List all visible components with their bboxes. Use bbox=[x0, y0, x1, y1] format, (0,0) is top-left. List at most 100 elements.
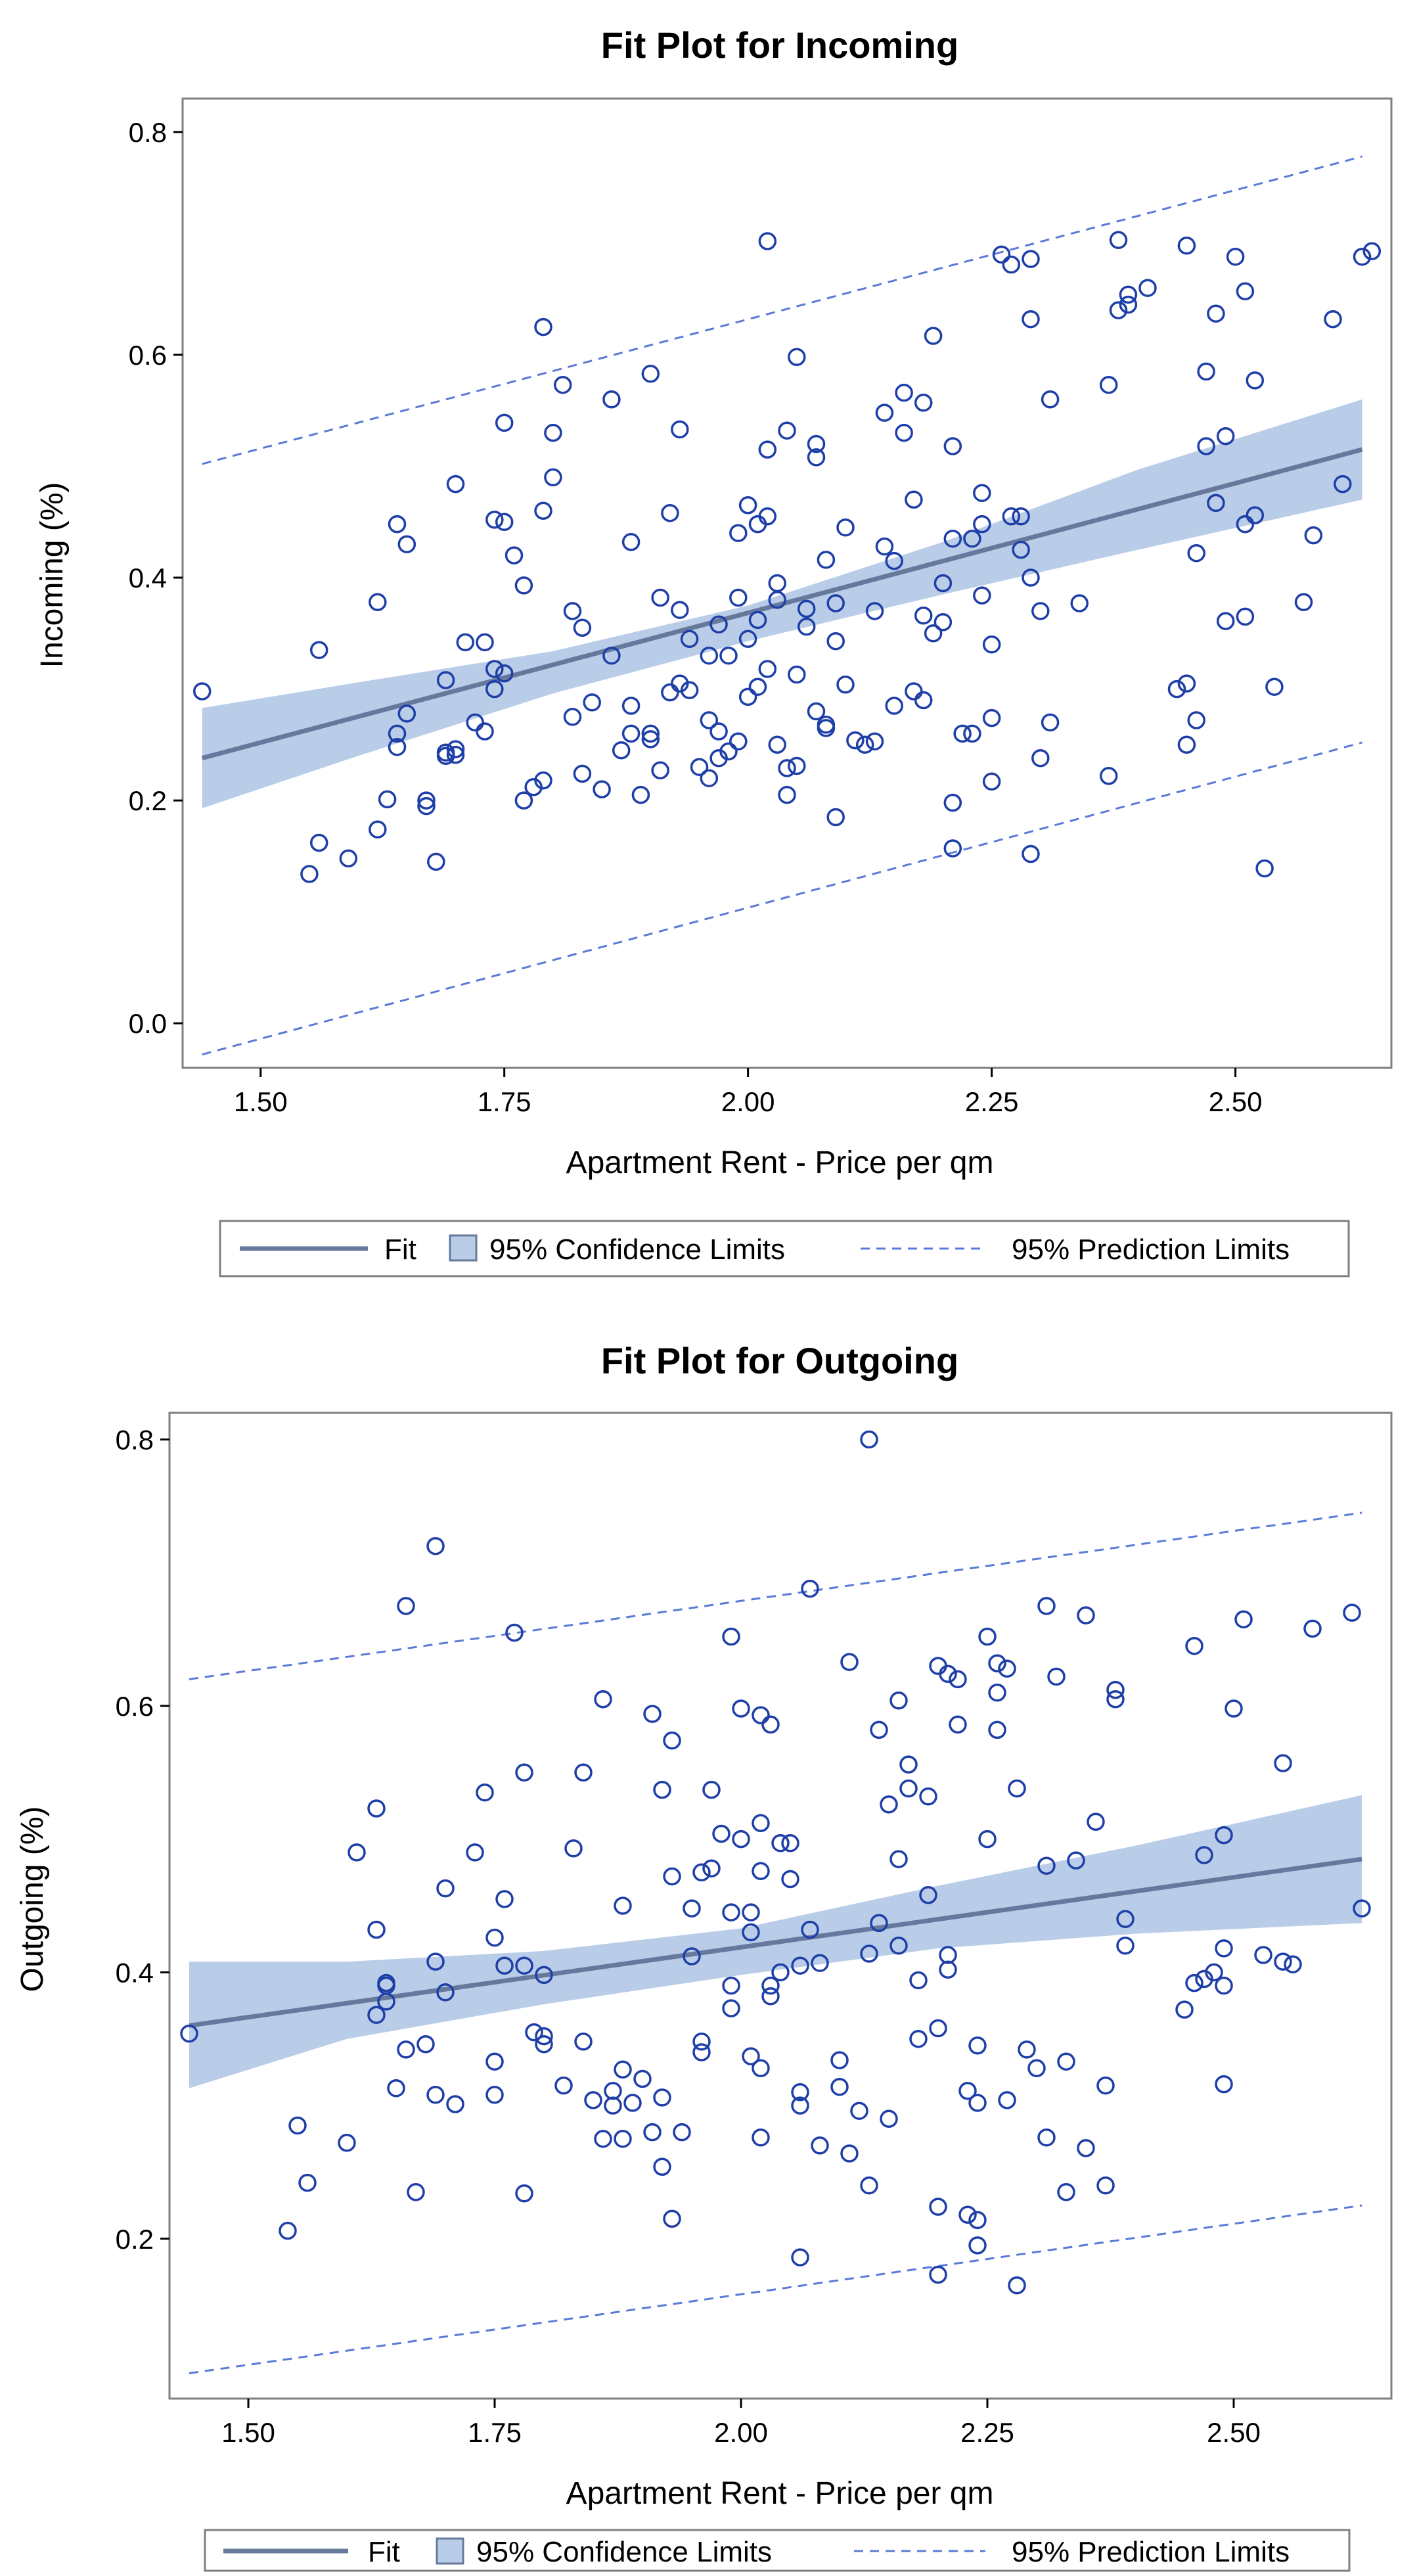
data-point bbox=[1047, 1667, 1066, 1686]
data-point bbox=[1197, 437, 1215, 455]
data-point bbox=[943, 529, 962, 548]
data-point bbox=[830, 2077, 849, 2096]
data-point bbox=[485, 679, 504, 699]
y-axis-label: Outgoing (%) bbox=[15, 1806, 50, 1992]
data-point bbox=[1195, 1846, 1213, 1864]
data-point bbox=[593, 780, 611, 798]
data-point bbox=[1353, 247, 1372, 266]
data-point bbox=[1265, 678, 1284, 696]
data-point bbox=[1185, 1973, 1203, 1992]
x-axis-label: Apartment Rent - Price per qm bbox=[566, 1145, 994, 1180]
y-tick-label: 0.0 bbox=[129, 1008, 167, 1039]
data-point bbox=[732, 1699, 750, 1718]
data-point bbox=[929, 2197, 947, 2216]
data-point bbox=[788, 665, 806, 684]
data-point bbox=[1343, 1603, 1361, 1622]
data-point bbox=[700, 646, 719, 665]
data-point bbox=[840, 1653, 859, 1671]
chart-title: Fit Plot for Outgoing bbox=[601, 1340, 958, 1381]
data-point bbox=[485, 511, 504, 529]
legend-prediction-label: 95% Prediction Limits bbox=[1012, 2536, 1290, 2568]
data-point bbox=[1185, 1636, 1203, 1655]
data-point bbox=[1226, 247, 1245, 266]
y-axis-ticks: 0.0 0.2 0.4 0.6 0.8 bbox=[129, 117, 183, 1039]
data-point bbox=[348, 1843, 366, 1862]
data-point bbox=[1008, 1779, 1026, 1798]
data-point bbox=[515, 1763, 533, 1782]
data-point bbox=[1057, 2052, 1075, 2071]
data-point bbox=[683, 1899, 701, 1918]
data-point bbox=[729, 524, 748, 542]
data-point bbox=[748, 678, 767, 696]
data-point bbox=[369, 593, 387, 612]
data-point bbox=[1027, 2059, 1046, 2078]
legend-fit-label: Fit bbox=[368, 2536, 400, 2568]
data-point bbox=[778, 759, 796, 777]
legend-confidence-label: 95% Confidence Limits bbox=[476, 2536, 772, 2568]
data-point bbox=[1274, 1754, 1292, 1772]
data-point bbox=[653, 2157, 671, 2176]
data-point bbox=[621, 533, 641, 551]
data-point bbox=[1197, 362, 1215, 381]
data-point bbox=[729, 732, 748, 750]
data-point bbox=[1109, 301, 1128, 319]
data-point bbox=[485, 2086, 504, 2104]
data-point bbox=[1106, 1690, 1125, 1709]
data-point bbox=[968, 2036, 987, 2055]
data-point bbox=[1215, 1976, 1233, 1995]
y-tick-label: 0.6 bbox=[129, 340, 167, 371]
legend-prediction-label: 95% Prediction Limits bbox=[1012, 1233, 1290, 1266]
data-point bbox=[738, 630, 757, 649]
data-point bbox=[1167, 679, 1186, 699]
data-point bbox=[1215, 2075, 1233, 2094]
legend-confidence-swatch bbox=[436, 2537, 464, 2565]
data-point bbox=[1236, 515, 1255, 534]
data-point bbox=[192, 682, 212, 701]
data-point bbox=[791, 2096, 809, 2115]
data-point bbox=[692, 2033, 711, 2051]
data-point bbox=[1303, 1619, 1322, 1638]
data-point bbox=[781, 1870, 799, 1889]
data-point bbox=[909, 1971, 928, 1990]
data-point bbox=[641, 730, 660, 748]
data-point bbox=[998, 1659, 1016, 1678]
y-tick-label: 0.6 bbox=[116, 1691, 154, 1722]
data-point bbox=[1324, 310, 1342, 329]
data-point bbox=[1022, 844, 1040, 863]
data-point bbox=[788, 348, 806, 367]
data-point bbox=[180, 2024, 198, 2043]
data-point bbox=[535, 2027, 553, 2046]
data-point bbox=[1177, 674, 1196, 693]
data-point bbox=[573, 618, 592, 637]
data-point bbox=[1096, 2076, 1115, 2095]
data-point bbox=[407, 2183, 425, 2201]
y-tick-label: 0.2 bbox=[129, 785, 167, 816]
data-point bbox=[880, 2109, 898, 2128]
data-point bbox=[817, 551, 836, 569]
data-point bbox=[836, 676, 855, 694]
x-tick-label: 1.50 bbox=[234, 1086, 288, 1117]
data-point bbox=[850, 2102, 868, 2120]
data-point bbox=[534, 317, 552, 336]
data-point bbox=[614, 1897, 632, 1915]
data-point bbox=[732, 1829, 750, 1849]
data-point bbox=[865, 732, 884, 750]
data-point bbox=[963, 724, 981, 743]
data-point bbox=[1099, 375, 1118, 394]
data-point bbox=[563, 602, 582, 620]
data-point bbox=[1057, 2183, 1075, 2201]
data-point bbox=[968, 2211, 987, 2230]
data-point bbox=[1216, 612, 1235, 630]
legend-confidence-swatch bbox=[449, 1234, 478, 1262]
data-point bbox=[860, 1944, 878, 1963]
data-point bbox=[426, 1536, 445, 1555]
data-point bbox=[1106, 1680, 1125, 1699]
data-point bbox=[1041, 713, 1060, 732]
data-point bbox=[919, 1787, 937, 1806]
x-tick-label: 2.00 bbox=[721, 1086, 775, 1117]
legend-frame bbox=[204, 2529, 1351, 2572]
data-point bbox=[535, 2035, 553, 2054]
data-point bbox=[846, 731, 865, 750]
data-point bbox=[377, 1973, 395, 1992]
data-point bbox=[722, 1976, 740, 1995]
